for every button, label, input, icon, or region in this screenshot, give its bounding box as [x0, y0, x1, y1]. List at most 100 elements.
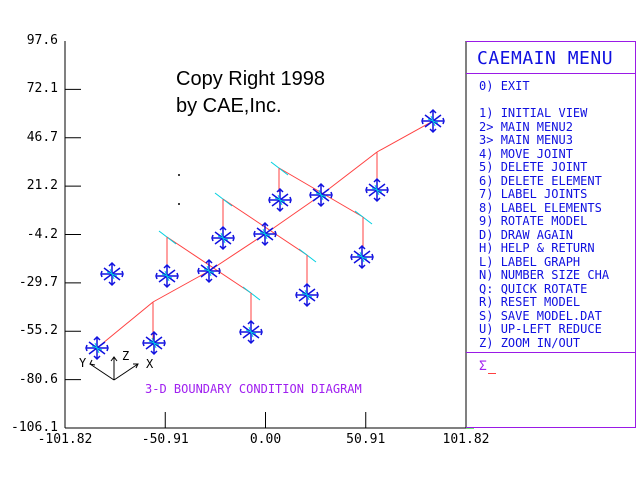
menu-item-zoom-in-out[interactable]: Z) ZOOM IN/OUT — [479, 335, 581, 350]
menu-item-move-joint[interactable]: 4) MOVE JOINT — [479, 146, 573, 161]
y-tick-label: 21.2 — [26, 178, 58, 194]
menu-item-number-size-cha[interactable]: N) NUMBER SIZE CHA — [479, 269, 609, 282]
support-icon — [239, 320, 263, 344]
menu-item-exit[interactable]: 0) EXIT — [479, 80, 530, 93]
menu-item-label: UP-LEFT REDUCE — [500, 322, 602, 336]
menu-item-key: R) — [479, 295, 494, 309]
prompt-symbol: Σ — [479, 359, 487, 374]
member-line — [208, 233, 266, 272]
menu-title: CAEMAIN MENU — [466, 42, 635, 74]
support-icon — [253, 222, 277, 246]
menu-item-label: DELETE JOINT — [500, 160, 588, 174]
model-drawing — [85, 109, 445, 360]
x-tick-label: 50.91 — [346, 432, 386, 447]
support-icon — [268, 188, 292, 212]
menu-item-label: ROTATE MODEL — [500, 214, 588, 228]
menu-item-delete-element[interactable]: 6) DELETE ELEMENT — [479, 173, 602, 188]
menu-item-key: 7) — [479, 187, 494, 201]
menu-item-key: 1) — [479, 106, 494, 120]
menu-item-key: N) — [479, 268, 494, 282]
menu-item-key: Z) — [479, 335, 494, 350]
menu-item-key: 5) — [479, 160, 494, 174]
member-line — [320, 151, 378, 196]
menu-item-initial-view[interactable]: 1) INITIAL VIEW — [479, 107, 587, 120]
menu-item-label: DRAW AGAIN — [500, 227, 573, 242]
menu-item-label: LABEL ELEMENTS — [500, 200, 602, 215]
x-tick-label: 0.00 — [249, 432, 282, 447]
menu-item-quick-rotate[interactable]: Q: QUICK ROTATE — [479, 281, 588, 296]
triad-x-label: X — [146, 357, 154, 371]
support-icon — [155, 264, 179, 288]
y-tick-label: 46.7 — [26, 129, 58, 145]
menu-item-main-menu2[interactable]: 2> MAIN MENU2 — [479, 119, 573, 134]
menu-item-key: L) — [479, 254, 494, 269]
support-icon — [100, 262, 124, 286]
support-icon — [365, 178, 389, 202]
y-tick-label: -80.6 — [18, 371, 58, 387]
member-line — [96, 301, 154, 349]
menu-item-key: D) — [479, 227, 494, 242]
command-prompt[interactable]: Σ — [466, 352, 635, 430]
menu-item-label-joints[interactable]: 7) LABEL JOINTS — [479, 188, 587, 201]
menu-item-label: MOVE JOINT — [500, 146, 573, 161]
menu-item-main-menu3[interactable]: 3> MAIN MENU3 — [479, 134, 573, 147]
support-icon — [350, 245, 374, 269]
y-tick-label: -55.2 — [18, 323, 58, 339]
menu-item-label: ZOOM IN/OUT — [500, 335, 581, 350]
menu-item-draw-again[interactable]: D) DRAW AGAIN — [479, 227, 573, 242]
axis-triad — [89, 356, 139, 381]
member-line — [152, 270, 210, 303]
menu-item-save-model-dat[interactable]: S) SAVE MODEL.DAT — [479, 308, 602, 323]
support-icon — [85, 336, 109, 360]
member-line — [376, 120, 434, 153]
menu-item-label-elements[interactable]: 8) LABEL ELEMENTS — [479, 200, 602, 215]
x-tick-label: -50.91 — [141, 432, 189, 447]
menu-item-label: HELP & RETURN — [500, 241, 595, 255]
menu-item-label: LABEL GRAPH — [500, 254, 581, 269]
menu-item-label: MAIN MENU3 — [500, 133, 573, 147]
menu-item-label: RESET MODEL — [500, 295, 581, 309]
member-line — [264, 194, 322, 235]
menu-item-rotate-model[interactable]: 9) ROTATE MODEL — [479, 215, 587, 228]
prompt-cursor — [488, 373, 496, 374]
dot-marker — [178, 203, 180, 205]
menu-item-key: 3> — [479, 133, 494, 147]
menu-item-help-return[interactable]: H) HELP & RETURN — [479, 242, 595, 255]
support-icon — [197, 259, 221, 283]
support-icon — [211, 226, 235, 250]
menu-item-label: SAVE MODEL.DAT — [500, 308, 602, 323]
menu-item-key: 6) — [479, 173, 494, 188]
menu-item-label: MAIN MENU2 — [500, 119, 573, 134]
support-icon — [309, 183, 333, 207]
menu-item-key: S) — [479, 308, 494, 323]
menu-item-up-left-reduce[interactable]: U) UP-LEFT REDUCE — [479, 323, 602, 336]
menu-item-label-graph[interactable]: L) LABEL GRAPH — [479, 254, 581, 269]
support-icon — [421, 109, 445, 133]
y-tick-label: -4.2 — [26, 226, 58, 242]
menu-item-delete-joint[interactable]: 5) DELETE JOINT — [479, 161, 587, 174]
menu-item-label: EXIT — [500, 79, 530, 93]
support-icon — [295, 283, 319, 307]
menu-item-key: U) — [479, 322, 494, 336]
x-tick-label: 101.82 — [442, 432, 490, 447]
y-tick-label: -29.7 — [18, 274, 58, 290]
menu-item-key: 0) — [479, 79, 494, 93]
copyright-line1: Copy Right 1998 — [176, 68, 325, 90]
copyright-line2: by CAE,Inc. — [176, 95, 282, 117]
menu-item-key: 8) — [479, 200, 494, 215]
diagram-caption: 3-D BOUNDARY CONDITION DIAGRAM — [145, 382, 362, 396]
menu-item-label: INITIAL VIEW — [500, 106, 588, 120]
y-tick-label: 97.6 — [26, 33, 58, 48]
support-icon — [142, 331, 166, 355]
menu-item-label: NUMBER SIZE CHA — [500, 268, 610, 282]
menu-item-label: DELETE ELEMENT — [500, 173, 602, 188]
triad-z-label: Z — [122, 349, 130, 363]
y-tick-label: -106.1 — [11, 420, 58, 435]
main-menu-panel: CAEMAIN MENU 0) EXIT 1) INITIAL VIEW 2> MA… — [466, 41, 636, 428]
triad-y-label: Y — [79, 356, 87, 370]
menu-item-key: H) — [479, 241, 494, 255]
menu-item-reset-model[interactable]: R) RESET MODEL — [479, 296, 580, 309]
menu-item-label: QUICK ROTATE — [500, 281, 588, 296]
menu-item-label: LABEL JOINTS — [500, 187, 588, 201]
